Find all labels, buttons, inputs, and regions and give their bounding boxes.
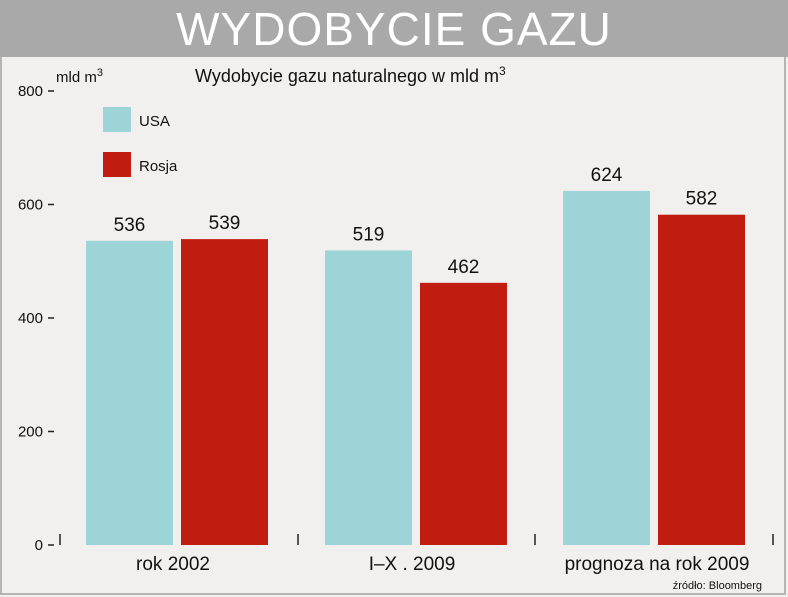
bar-usa-1	[325, 250, 412, 545]
x-axis-ticks	[59, 534, 774, 545]
category-label: rok 2002	[136, 554, 210, 575]
source-note: źródło: Bloomberg	[673, 580, 762, 592]
y-tick-label: 0	[35, 537, 43, 554]
chart-header-title: WYDOBYCIE GAZU	[176, 2, 612, 55]
chart-title: Wydobycie gazu naturalnego w mld m3	[195, 64, 506, 86]
legend-swatch-usa	[103, 107, 131, 132]
bar-rosja-2	[658, 214, 745, 545]
bar-value-label: 462	[448, 257, 480, 278]
y-tick-label: 800	[18, 83, 43, 100]
bar-usa-2	[563, 190, 650, 545]
y-axis: 0 200 400 600 800	[18, 83, 54, 554]
chart-frame	[0, 57, 786, 595]
category-label: prognoza na rok 2009	[565, 554, 750, 575]
bar-rosja-1	[420, 282, 507, 545]
x-axis: rok 2002 I–X . 2009 prognoza na rok 2009	[136, 554, 749, 575]
y-tick-label: 600	[18, 197, 43, 214]
y-axis-label: mld m3	[56, 67, 103, 86]
legend-label: USA	[139, 113, 170, 130]
category-label: I–X . 2009	[369, 554, 456, 575]
bar-value-label: 582	[686, 189, 718, 210]
y-tick-label: 400	[18, 310, 43, 327]
bars	[86, 190, 745, 545]
bar-value-label: 536	[114, 215, 146, 236]
y-tick-label: 200	[18, 424, 43, 441]
value-labels: 536 539 519 462 624 582	[114, 165, 718, 278]
legend-label: Rosja	[139, 158, 178, 175]
bar-usa-0	[86, 240, 173, 545]
legend-swatch-rosja	[103, 152, 131, 177]
legend: USA Rosja	[103, 107, 178, 177]
bar-rosja-0	[181, 239, 268, 545]
bar-value-label: 539	[209, 213, 241, 234]
bar-value-label: 519	[353, 224, 385, 245]
header-banner: WYDOBYCIE GAZU	[0, 0, 788, 57]
bar-value-label: 624	[591, 165, 623, 186]
